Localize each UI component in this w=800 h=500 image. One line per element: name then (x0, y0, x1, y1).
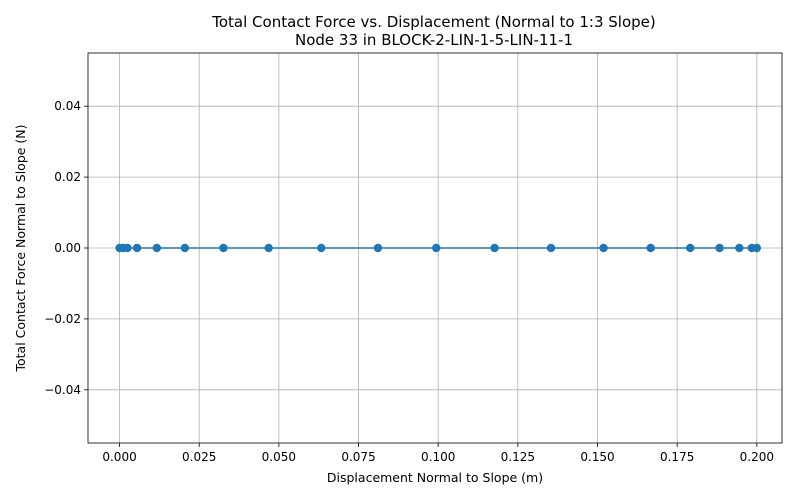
x-tick-label: 0.150 (580, 450, 614, 464)
data-point (752, 243, 762, 253)
data-point (123, 243, 132, 253)
chart-subtitle: Node 33 in BLOCK-2-LIN-1-5-LIN-11-1 (295, 31, 573, 49)
x-tick-label: 0.200 (740, 450, 774, 464)
data-point (646, 243, 655, 253)
data-point (599, 243, 608, 253)
data-point (432, 243, 441, 253)
data-point (546, 243, 556, 253)
y-tick-label: −0.02 (44, 312, 81, 326)
x-tick-label: 0.050 (262, 450, 296, 464)
data-point (317, 243, 326, 253)
y-tick-label: 0.04 (54, 99, 81, 113)
x-tick-label: 0.075 (341, 450, 375, 464)
data-point (132, 243, 142, 253)
x-tick-label: 0.175 (660, 450, 694, 464)
axis-ticks: 0.000 0.025 0.050 0.075 0.100 0.125 0.150 0.175… (44, 99, 774, 464)
chart-title: Total Contact Force vs. Displacement (No… (211, 13, 656, 31)
data-point (735, 243, 744, 253)
data-point (490, 243, 499, 253)
data-point (264, 243, 273, 253)
x-tick-label: 0.100 (421, 450, 455, 464)
data-point (180, 243, 190, 253)
y-axis-label: Total Contact Force Normal to Slope (N) (13, 124, 28, 372)
y-tick-label: 0.02 (54, 170, 81, 184)
x-axis-label: Displacement Normal to Slope (m) (327, 470, 543, 485)
plot-area (115, 243, 762, 253)
x-tick-label: 0.125 (501, 450, 535, 464)
data-point (219, 243, 228, 253)
data-point (152, 243, 162, 253)
x-tick-label: 0.000 (102, 450, 136, 464)
y-tick-label: −0.04 (44, 383, 81, 397)
data-point (715, 243, 724, 253)
data-point (686, 243, 695, 253)
y-tick-label: 0.00 (54, 241, 81, 255)
x-tick-label: 0.025 (182, 450, 216, 464)
data-point (373, 243, 383, 253)
